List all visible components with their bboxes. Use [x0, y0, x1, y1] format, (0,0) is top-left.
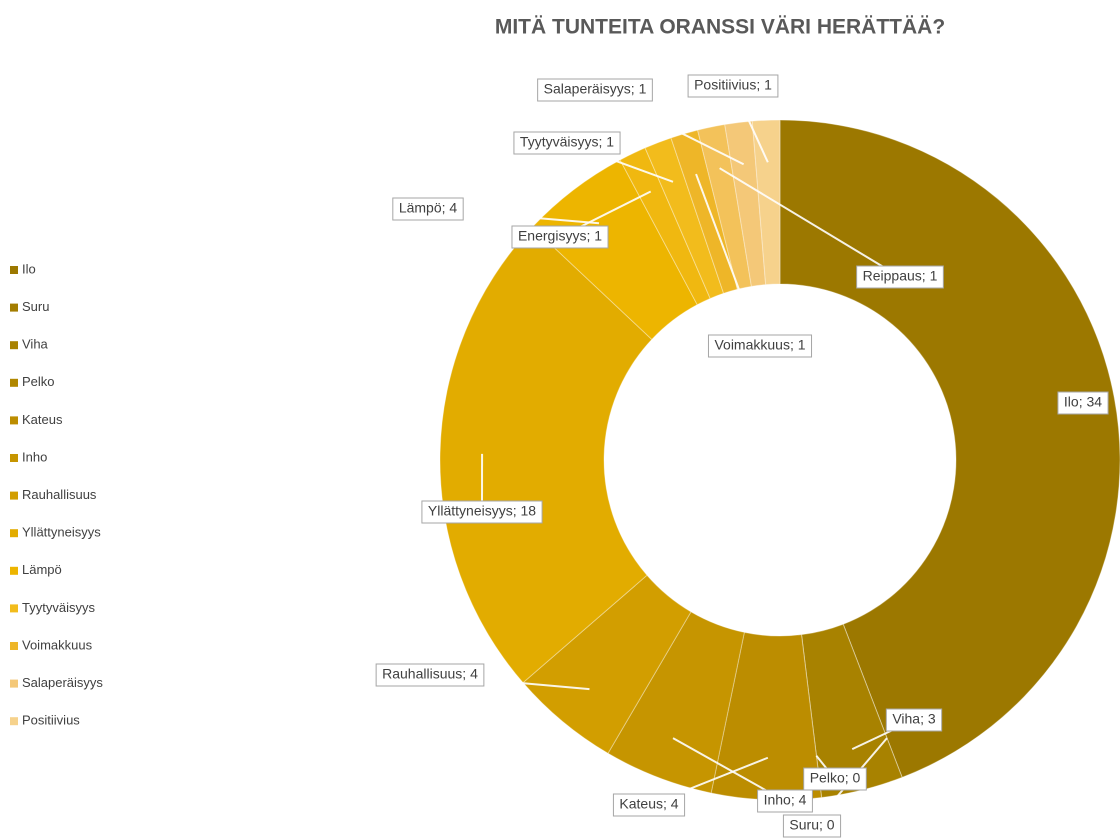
legend-swatch: [10, 378, 18, 387]
data-label-box: [687, 74, 779, 98]
data-label-box: [375, 663, 485, 687]
leader-line: [594, 89, 745, 166]
data-label-box: [782, 814, 842, 838]
data-label-box: [856, 265, 944, 289]
slice: [607, 611, 745, 794]
data-label-box: [513, 131, 621, 155]
legend-swatch: [10, 454, 18, 462]
data-label-box: [1057, 391, 1109, 415]
slice: [670, 129, 738, 294]
legend-swatch: [10, 604, 18, 613]
data-label: Tyytyväisyys; 1: [520, 134, 614, 150]
chart-title: MITÄ TUNTEITA ORANSSI VÄRI HERÄTTÄÄ?: [495, 16, 945, 39]
leader-line: [732, 85, 769, 163]
data-label: Suru; 0: [789, 817, 834, 833]
data-label: Yllättyneisyys; 18: [428, 503, 536, 519]
data-label-box: [803, 767, 867, 791]
slice: [619, 147, 711, 306]
legend-label: Positiivius: [22, 713, 80, 728]
leader-line: [695, 173, 761, 347]
data-label: Inho; 4: [764, 792, 807, 808]
data-label: Ilo; 34: [1064, 394, 1102, 410]
legend-swatch: [10, 566, 18, 575]
legend-swatch: [10, 416, 18, 425]
legend-swatch: [10, 529, 18, 538]
legend-label: Pelko: [22, 374, 55, 389]
data-label-box: [421, 500, 543, 524]
legend-swatch: [10, 717, 18, 726]
legend-label: Inho: [22, 449, 47, 464]
data-label: Viha; 3: [892, 711, 936, 727]
legend-swatch: [10, 491, 18, 500]
data-label-box: [707, 334, 813, 358]
data-label: Salaperäisyys; 1: [544, 81, 647, 97]
data-label-box: [885, 708, 943, 732]
slice: [724, 120, 767, 287]
legend-swatch: [10, 303, 18, 312]
legend-label: Tyytyväisyys: [22, 600, 95, 615]
legend-label: Suru: [22, 299, 49, 314]
legend-swatch: [10, 679, 18, 688]
legend-swatch: [10, 266, 18, 274]
data-label: Energisyys; 1: [518, 228, 602, 244]
legend-swatch: [10, 341, 18, 350]
legend-label: Viha: [22, 337, 49, 352]
data-label: Reippaus; 1: [863, 268, 938, 284]
data-label: Rauhallisuus; 4: [382, 666, 478, 682]
slice: [439, 226, 653, 684]
legend-label: Rauhallisuus: [22, 487, 97, 502]
data-label: Voimakkuus; 1: [714, 337, 805, 353]
legend-label: Salaperäisyys: [22, 675, 103, 690]
data-label: Lämpö; 4: [399, 200, 458, 216]
data-label: Pelko; 0: [810, 770, 861, 786]
legend-label: Ilo: [22, 261, 36, 276]
data-label: Kateus; 4: [619, 796, 678, 812]
legend-swatch: [10, 642, 18, 650]
legend-label: Voimakkuus: [22, 637, 93, 652]
slice: [751, 119, 781, 286]
data-label: Positiivius; 1: [694, 77, 772, 93]
leader-line: [719, 167, 901, 278]
data-label-box: [612, 793, 686, 817]
data-label-box: [757, 789, 813, 813]
data-label-box: [392, 197, 464, 221]
legend-label: Yllättyneisyys: [22, 525, 101, 540]
data-label-box: [537, 78, 653, 102]
legend-label: Kateus: [22, 412, 63, 427]
legend-label: Lämpö: [22, 562, 62, 577]
data-label-box: [511, 225, 609, 249]
